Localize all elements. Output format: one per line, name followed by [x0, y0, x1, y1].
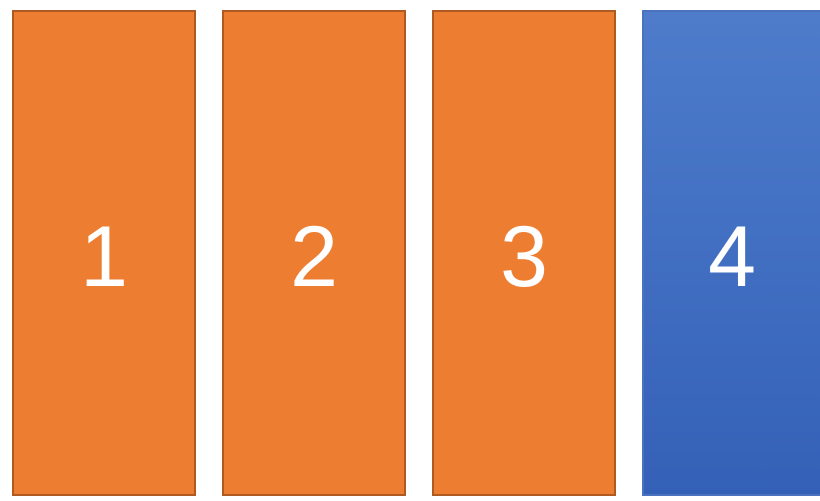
box: 4 [642, 10, 820, 496]
box-label: 3 [500, 209, 548, 305]
box: 2 [222, 10, 406, 496]
box-label: 4 [708, 209, 756, 305]
box-label: 1 [80, 209, 128, 305]
box: 3 [432, 10, 616, 496]
box: 1 [12, 10, 196, 496]
box-label: 2 [290, 209, 338, 305]
